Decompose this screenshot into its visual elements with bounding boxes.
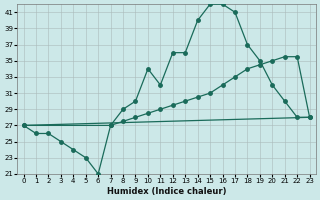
X-axis label: Humidex (Indice chaleur): Humidex (Indice chaleur) (107, 187, 226, 196)
